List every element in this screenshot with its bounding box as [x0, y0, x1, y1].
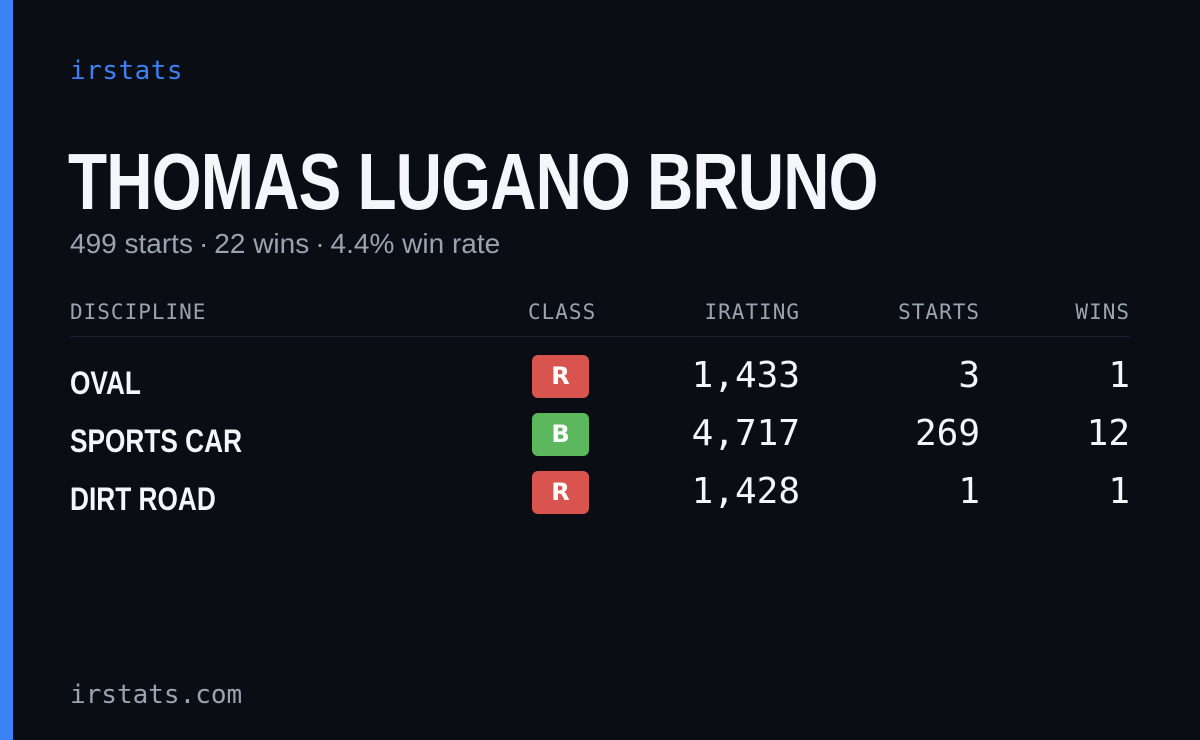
class-badge: R [532, 355, 589, 398]
summary-wins: 22 wins [214, 228, 310, 259]
class-badge: R [532, 471, 589, 514]
summary-separator: · [315, 228, 325, 259]
table-row: DIRT ROAD R 1,428 1 1 [70, 469, 1130, 527]
row-discipline: SPORTS CAR [70, 423, 243, 459]
row-discipline: DIRT ROAD [70, 481, 216, 517]
driver-summary: 499 starts · 22 wins · 4.4% win rate [70, 228, 500, 260]
class-badge: B [532, 413, 589, 456]
header-class: CLASS [528, 300, 597, 324]
table-row: OVAL R 1,433 3 1 [70, 353, 1130, 411]
accent-bar [0, 0, 13, 740]
row-wins: 12 [1086, 413, 1130, 454]
summary-win-rate: 4.4% win rate [330, 228, 501, 259]
summary-starts: 499 starts [70, 228, 193, 259]
table-body: OVAL R 1,433 3 1 SPORTS CAR B 4,717 269 … [70, 337, 1130, 527]
row-starts: 3 [958, 355, 980, 396]
row-wins: 1 [1108, 355, 1130, 396]
table-header: DISCIPLINE CLASS IRATING STARTS WINS [70, 296, 1130, 337]
row-starts: 1 [958, 471, 980, 512]
row-wins: 1 [1108, 471, 1130, 512]
header-wins: WINS [1075, 300, 1130, 324]
header-discipline: DISCIPLINE [70, 300, 207, 324]
driver-name: THOMAS LUGANO BRUNO [68, 137, 878, 226]
table-row: SPORTS CAR B 4,717 269 12 [70, 411, 1130, 469]
brand-logo-text: irstats [70, 56, 184, 86]
row-irating: 1,428 [691, 471, 800, 512]
row-irating: 1,433 [691, 355, 800, 396]
discipline-table: DISCIPLINE CLASS IRATING STARTS WINS OVA… [70, 296, 1130, 527]
row-discipline: OVAL [70, 365, 141, 401]
footer-domain: irstats.com [70, 680, 243, 710]
row-starts: 269 [914, 413, 980, 454]
header-starts: STARTS [898, 300, 980, 324]
header-irating: IRATING [704, 300, 800, 324]
row-irating: 4,717 [691, 413, 800, 454]
summary-separator: · [198, 228, 209, 259]
